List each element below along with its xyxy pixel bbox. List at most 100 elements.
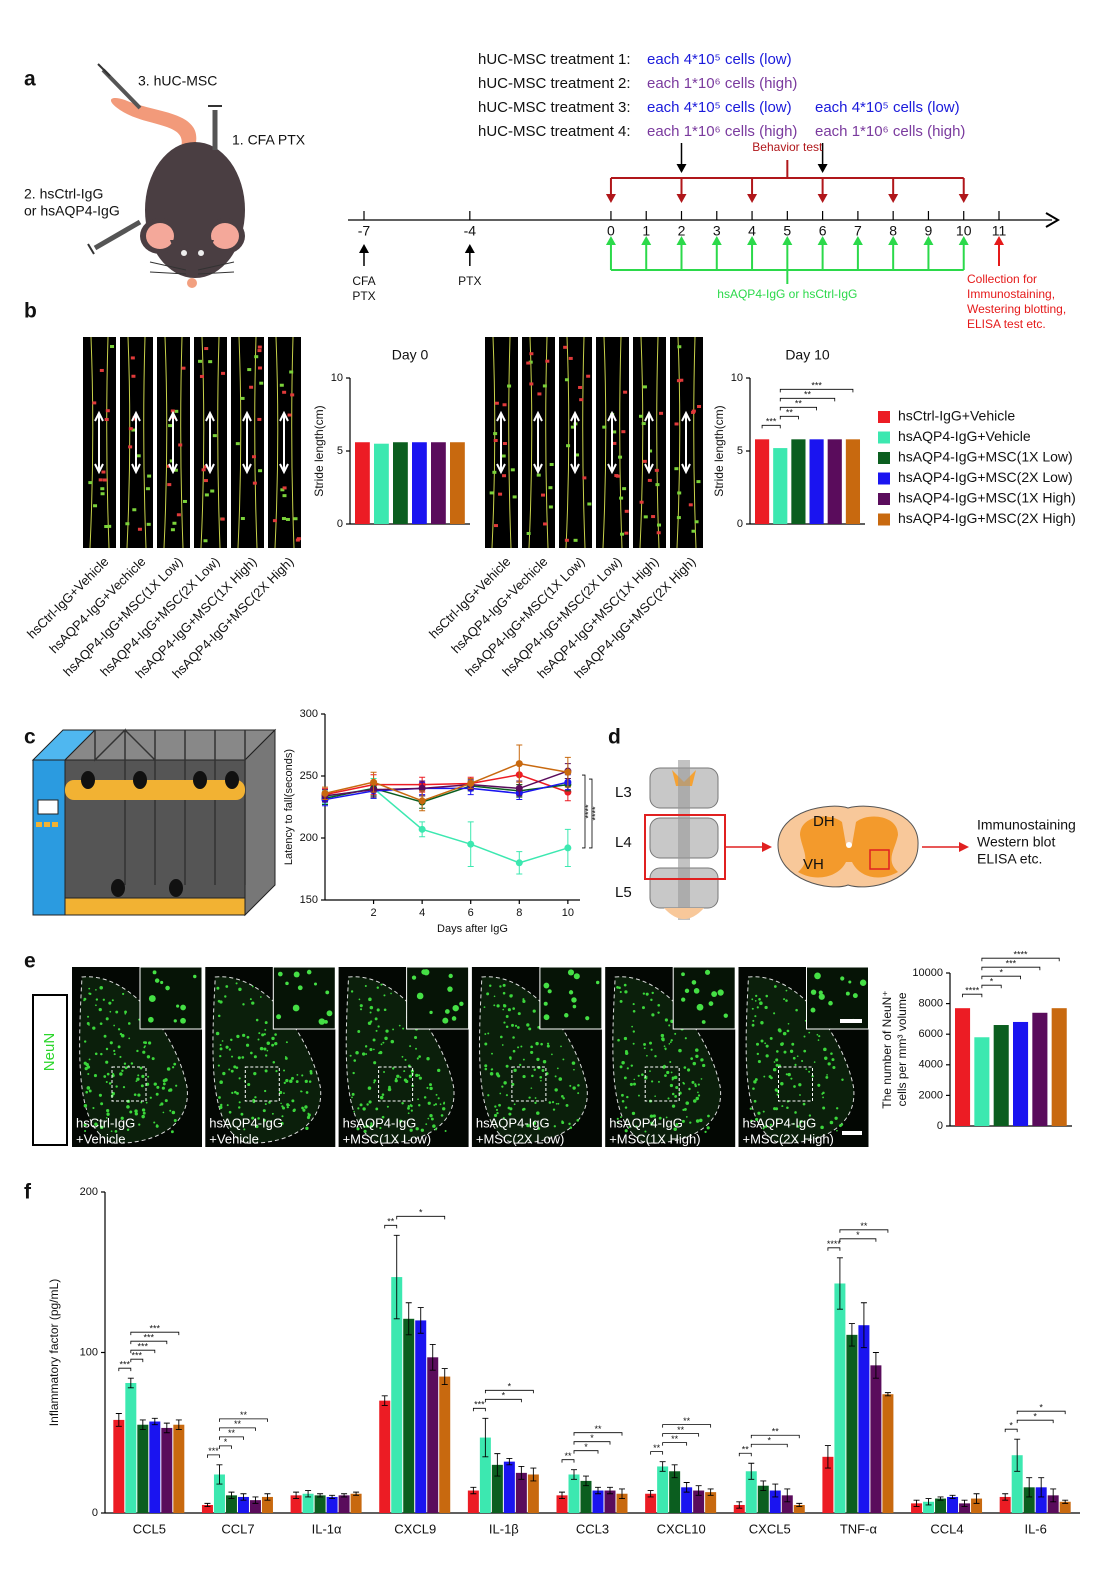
footprint (542, 384, 547, 388)
inset-cell (571, 997, 577, 1003)
significance-bracket (1016, 1419, 1054, 1424)
significance-label: * (856, 1230, 860, 1240)
y-tick-label: 5 (337, 445, 343, 457)
footprint (257, 417, 262, 421)
bar (1032, 1012, 1048, 1126)
cell (512, 1007, 515, 1010)
cell (136, 1049, 139, 1053)
cell (288, 1104, 291, 1107)
bar (161, 1427, 173, 1513)
footprint (526, 361, 531, 365)
x-tick-label: CCL7 (221, 1521, 254, 1536)
bar (846, 1334, 858, 1513)
cell (94, 1052, 98, 1056)
footprint (147, 474, 152, 478)
bar (769, 1490, 781, 1513)
arrow-head (676, 164, 687, 173)
cell (700, 1059, 703, 1062)
cell (558, 1077, 563, 1081)
footprint (99, 368, 104, 372)
cell (369, 1005, 374, 1010)
arrow-head (958, 236, 969, 245)
timeline-tick-label: 11 (992, 223, 1007, 239)
inset-cell (193, 974, 197, 979)
cell (675, 1123, 679, 1127)
footprint (279, 383, 284, 387)
bar (971, 1498, 983, 1513)
significance-bracket (582, 774, 586, 849)
cell (682, 1081, 685, 1084)
arrow-head (641, 236, 652, 245)
cell (619, 1065, 623, 1069)
cell (291, 1099, 295, 1103)
footprint (272, 519, 277, 523)
cell (392, 1028, 395, 1031)
bar (412, 442, 427, 524)
footprint (657, 523, 662, 527)
cell (670, 1071, 673, 1074)
cell (374, 1017, 378, 1021)
footprint (642, 459, 647, 463)
cell (502, 1008, 505, 1011)
cell (755, 1117, 759, 1121)
significance-bracket (219, 1436, 244, 1440)
error-bar (317, 1493, 324, 1498)
cell (301, 1074, 304, 1077)
cell (238, 1106, 241, 1109)
error-bar (530, 1467, 537, 1482)
cell (124, 1010, 127, 1014)
cell (756, 1052, 760, 1056)
cell (262, 1109, 266, 1113)
cell (359, 1008, 363, 1011)
cell (505, 1094, 509, 1097)
walkway-line (565, 336, 586, 549)
cell (813, 1061, 816, 1063)
cell (685, 1101, 690, 1105)
cell (442, 1107, 446, 1111)
cell (532, 1009, 536, 1013)
mouse-label: or hsAQP4-IgG (24, 203, 120, 219)
inset-cell (429, 1010, 433, 1015)
footprint (146, 522, 151, 526)
bar (125, 1382, 137, 1513)
walkway-line (200, 336, 221, 549)
cell (169, 1088, 173, 1092)
cell (829, 1120, 834, 1125)
significance-label: *** (811, 381, 822, 391)
significance-label: ** (653, 1443, 661, 1453)
cell (554, 1075, 557, 1078)
cell (535, 1041, 539, 1046)
cell (221, 1040, 224, 1042)
collection-label: Collection for (967, 272, 1037, 286)
cell (388, 1085, 391, 1089)
cell (513, 1103, 516, 1106)
timeline-tick-label: 5 (783, 223, 791, 239)
significance-bracket (573, 1432, 623, 1436)
cell (377, 1025, 380, 1028)
cell (641, 1006, 645, 1010)
bar (834, 1283, 846, 1513)
inset-cell (848, 980, 852, 984)
cell (516, 1026, 520, 1029)
cell (305, 1091, 309, 1094)
error-bar (925, 1498, 932, 1506)
walkway-line (163, 336, 184, 549)
footprint (240, 396, 245, 400)
cell (353, 1110, 355, 1113)
footprint (132, 508, 137, 512)
cell (373, 1061, 377, 1065)
cell (217, 1014, 221, 1018)
cell (173, 1062, 177, 1066)
inset-cell (711, 991, 718, 997)
cell (369, 1047, 373, 1052)
cell (88, 1089, 92, 1093)
series-line (324, 773, 569, 796)
cell (361, 1052, 366, 1056)
cell (695, 1054, 699, 1058)
cell (530, 1045, 533, 1049)
footprint (136, 454, 141, 458)
significance-label: ** (677, 1425, 685, 1435)
treatment-label: hUC-MSC treatment 2: (478, 75, 631, 92)
cell (697, 1091, 699, 1094)
note-label: PTX (458, 274, 481, 288)
